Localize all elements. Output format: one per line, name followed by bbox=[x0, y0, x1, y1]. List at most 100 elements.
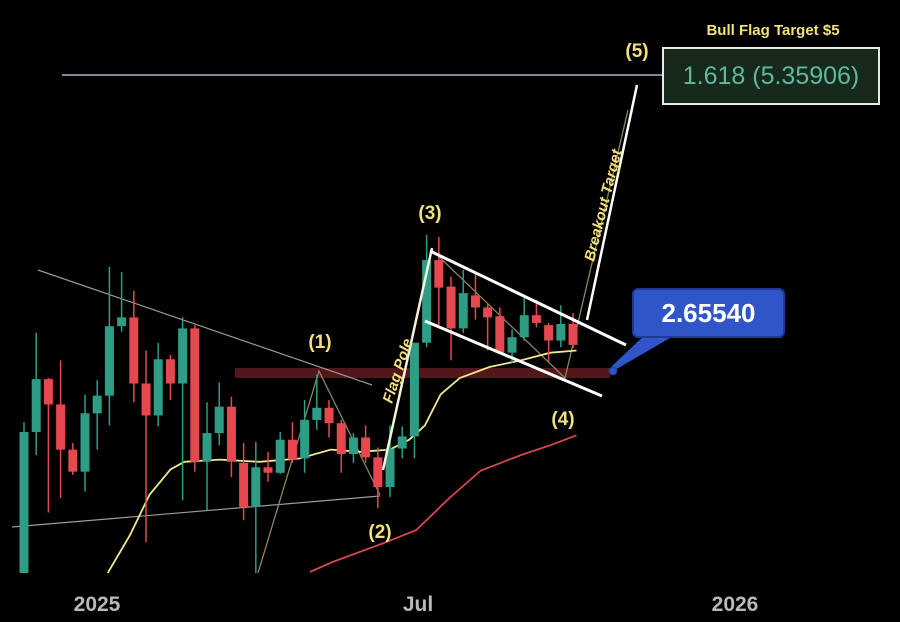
candle-body bbox=[92, 395, 102, 414]
candle bbox=[31, 332, 41, 456]
candle-body bbox=[385, 448, 395, 488]
candle-body bbox=[104, 326, 114, 396]
candle bbox=[397, 426, 407, 459]
fib-level-box: 1.618 (5.35906) bbox=[662, 47, 880, 105]
support-zone bbox=[235, 368, 610, 378]
candle-body bbox=[239, 462, 249, 507]
candle-body bbox=[470, 295, 480, 308]
candle bbox=[300, 400, 310, 473]
candle-body bbox=[251, 467, 261, 507]
candle-body bbox=[312, 407, 322, 420]
x-tick-2026: 2026 bbox=[712, 593, 759, 616]
candle bbox=[141, 350, 151, 543]
candle-body bbox=[324, 407, 334, 424]
candle bbox=[373, 447, 383, 509]
candle-body bbox=[568, 324, 578, 345]
candles bbox=[19, 234, 578, 574]
candle-body bbox=[141, 383, 151, 416]
wave-label-2: (2) bbox=[368, 522, 391, 543]
candle bbox=[495, 307, 505, 353]
candle bbox=[324, 400, 334, 438]
candle-body bbox=[190, 328, 200, 462]
x-tick-jul: Jul bbox=[403, 593, 433, 616]
candle-body bbox=[446, 286, 456, 329]
candle bbox=[519, 295, 529, 341]
candle bbox=[336, 419, 346, 473]
candle bbox=[458, 270, 468, 333]
candle bbox=[409, 342, 419, 459]
candle bbox=[56, 360, 66, 499]
candle-body bbox=[226, 406, 236, 462]
candle-body bbox=[434, 260, 444, 288]
candle-body bbox=[178, 328, 188, 384]
wave-label-5: (5) bbox=[625, 41, 648, 62]
candle-body bbox=[300, 419, 310, 459]
candle bbox=[43, 378, 53, 513]
breakout-target-line bbox=[585, 84, 639, 321]
candle-body bbox=[495, 316, 505, 353]
candle bbox=[422, 234, 432, 348]
wave-label-1: (1) bbox=[308, 332, 331, 353]
wave-path bbox=[257, 369, 381, 574]
candle bbox=[226, 396, 236, 478]
candle-body bbox=[361, 437, 371, 458]
candle bbox=[434, 236, 444, 326]
callout-anchor-dot bbox=[608, 366, 618, 376]
candle-body bbox=[214, 406, 224, 434]
candle bbox=[214, 382, 224, 446]
candle-body bbox=[458, 293, 468, 329]
candle bbox=[361, 425, 371, 463]
fib-target-title: Bull Flag Target $5 bbox=[706, 22, 840, 39]
candle-body bbox=[531, 315, 541, 323]
chart-drawings bbox=[11, 74, 662, 574]
candle bbox=[531, 299, 541, 328]
candle-body bbox=[117, 317, 127, 327]
candle bbox=[544, 322, 554, 363]
candle bbox=[239, 443, 249, 521]
candle-body bbox=[544, 325, 554, 341]
callout-pointer bbox=[612, 330, 675, 370]
candle bbox=[348, 433, 358, 463]
candle-body bbox=[129, 317, 139, 384]
candle bbox=[275, 432, 285, 474]
candle-body bbox=[336, 423, 346, 455]
candle bbox=[68, 443, 78, 475]
candle-body bbox=[348, 437, 358, 455]
candle-body bbox=[202, 433, 212, 462]
candle-body bbox=[153, 359, 163, 416]
candle bbox=[153, 342, 163, 427]
candle-body bbox=[263, 467, 273, 473]
candle-body bbox=[19, 432, 29, 574]
short-moving-average-line bbox=[106, 349, 577, 574]
candle-body bbox=[43, 379, 53, 405]
long-moving-average-line bbox=[309, 434, 577, 573]
candle bbox=[190, 325, 200, 472]
candle bbox=[92, 380, 102, 450]
candle bbox=[202, 402, 212, 511]
wave-path-flag bbox=[431, 109, 629, 380]
candle bbox=[117, 272, 127, 332]
candle bbox=[165, 354, 175, 401]
flag-drawings bbox=[381, 84, 675, 471]
candle-body bbox=[31, 379, 41, 433]
candle bbox=[470, 272, 480, 320]
candle bbox=[178, 317, 188, 501]
candle-body bbox=[422, 260, 432, 343]
fib-level-text: 1.618 (5.35906) bbox=[682, 61, 860, 90]
candle bbox=[263, 451, 273, 482]
moving-averages bbox=[106, 349, 577, 574]
wave-label-4: (4) bbox=[551, 409, 574, 430]
candle bbox=[312, 374, 322, 430]
candle-body bbox=[68, 449, 78, 472]
candle-body bbox=[483, 307, 493, 318]
wave-label-3: (3) bbox=[418, 203, 441, 224]
candle-body bbox=[519, 315, 529, 338]
candle bbox=[251, 441, 261, 574]
candle bbox=[446, 276, 456, 361]
candle-body bbox=[373, 457, 383, 488]
flag-pole-line bbox=[381, 247, 434, 471]
candle-body bbox=[287, 439, 297, 460]
candle-body bbox=[56, 404, 66, 450]
candle-body bbox=[397, 436, 407, 449]
